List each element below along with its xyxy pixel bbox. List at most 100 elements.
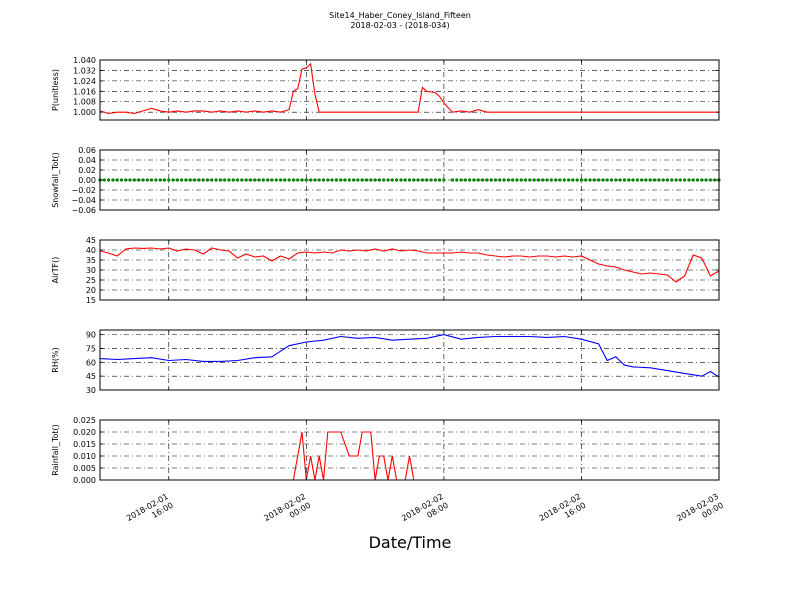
snowfall-tot-point: [485, 178, 489, 182]
snowfall-tot-point: [330, 178, 334, 182]
snowfall-tot-point: [326, 178, 330, 182]
snowfall-tot-point: [489, 178, 493, 182]
snowfall-tot-point: [442, 178, 446, 182]
snowfall-tot-point: [304, 178, 308, 182]
snowfall-tot-point: [364, 178, 369, 182]
snowfall-tot-point: [377, 178, 382, 182]
x-tick-label: 2018-02-0300:00: [675, 492, 725, 532]
snowfall-tot-point: [300, 178, 304, 182]
snowfall-tot-point: [648, 178, 652, 182]
snowfall-tot-point: [231, 178, 235, 182]
rh-ytick-label: 45: [86, 372, 96, 381]
snowfall-tot-point: [493, 178, 498, 182]
snowfall-tot-point: [515, 178, 519, 182]
rh-ytick-label: 90: [86, 331, 96, 340]
snowfall-tot-point: [459, 178, 463, 182]
snowfall-tot-point: [545, 178, 549, 182]
snowfall-tot-ytick-label: −0.06: [71, 206, 96, 215]
p-unitless-ytick-label: 1.000: [73, 108, 96, 117]
snowfall-tot-point: [145, 178, 149, 182]
snowfall-tot-point: [124, 178, 128, 182]
snowfall-tot-point: [115, 178, 119, 182]
snowfall-tot-point: [248, 178, 253, 182]
snowfall-tot-point: [257, 178, 261, 182]
x-tick-label: 2018-02-0116:00: [125, 492, 175, 532]
snowfall-tot-point: [321, 178, 326, 182]
snowfall-tot-point: [652, 178, 657, 182]
p-unitless-ytick-label: 1.040: [73, 56, 96, 65]
snowfall-tot-ylabel: Snowfall_Tot(): [51, 152, 60, 208]
airtf-ytick-label: 35: [86, 256, 96, 265]
snowfall-tot-point: [149, 178, 154, 182]
snowfall-tot-point: [347, 178, 351, 182]
snowfall-tot-point: [700, 178, 704, 182]
snowfall-tot-point: [644, 178, 648, 182]
snowfall-tot-point: [571, 178, 575, 182]
snowfall-tot-point: [592, 178, 596, 182]
snowfall-tot-point: [132, 178, 136, 182]
snowfall-tot-point: [356, 178, 360, 182]
snowfall-tot-point: [171, 178, 175, 182]
snowfall-tot-ytick-label: 0.06: [78, 146, 96, 155]
snowfall-tot-point: [287, 178, 291, 182]
airtf-ytick-label: 20: [86, 286, 96, 295]
snowfall-tot-point: [614, 178, 618, 182]
snowfall-tot-point: [266, 178, 270, 182]
snowfall-tot-ytick-label: −0.02: [71, 186, 96, 195]
snowfall-tot-point: [223, 178, 227, 182]
snowfall-tot-point: [167, 178, 171, 182]
x-axis-label: Date/Time: [368, 533, 452, 552]
rainfall-tot-ytick-label: 0.015: [73, 440, 96, 449]
snowfall-tot-point: [575, 178, 579, 182]
rh-frame: [99, 329, 720, 391]
snowfall-tot-point: [210, 178, 214, 182]
snowfall-tot-point: [695, 178, 700, 182]
rh-ytick-label: 75: [86, 344, 96, 353]
snowfall-tot-point: [360, 178, 364, 182]
snowfall-tot-point: [283, 178, 287, 182]
snowfall-tot-point: [154, 178, 158, 182]
rainfall-tot-ylabel: Rainfall_Tot(): [51, 424, 60, 476]
snowfall-tot-point: [455, 178, 459, 182]
snowfall-tot-point: [278, 178, 283, 182]
snowfall-tot-ytick-label: −0.04: [71, 196, 96, 205]
snowfall-tot-point: [218, 178, 222, 182]
snowfall-tot-point: [214, 178, 218, 182]
snowfall-tot-point: [554, 178, 558, 182]
snowfall-tot-point: [519, 178, 523, 182]
snowfall-tot-point: [618, 178, 622, 182]
p-unitless-series-line: [99, 62, 719, 115]
snowfall-tot-point: [562, 178, 566, 182]
snowfall-tot-point: [296, 178, 300, 182]
snowfall-tot-point: [403, 178, 407, 182]
snowfall-tot-point: [412, 178, 416, 182]
snowfall-tot-point: [162, 178, 167, 182]
chart-title: Site14_Haber_Coney_Island_Fifteen: [329, 11, 471, 20]
rainfall-tot-ytick-label: 0.020: [73, 428, 96, 437]
snowfall-tot-point: [158, 178, 162, 182]
snowfall-tot-point: [584, 178, 588, 182]
snowfall-tot-point: [313, 178, 317, 182]
x-tick-label: 2018-02-0216:00: [538, 492, 588, 532]
airtf-series-line: [99, 247, 720, 283]
snowfall-tot-point: [657, 178, 661, 182]
snowfall-tot-point: [609, 178, 614, 182]
snowfall-tot-point: [631, 178, 635, 182]
snowfall-tot-point: [480, 178, 485, 182]
snowfall-tot-point: [635, 178, 639, 182]
snowfall-tot-point: [274, 178, 278, 182]
snowfall-tot-point: [395, 178, 399, 182]
snowfall-tot-point: [137, 178, 141, 182]
rh-ytick-label: 60: [86, 358, 96, 367]
snowfall-tot-point: [317, 178, 321, 182]
snowfall-tot-point: [691, 178, 695, 182]
rh-ylabel: RH(%): [51, 347, 60, 372]
snowfall-tot-point: [433, 178, 437, 182]
snowfall-tot-point: [622, 178, 627, 182]
x-tick-label: 2018-02-0200:00: [263, 492, 313, 532]
snowfall-tot-point: [339, 178, 343, 182]
snowfall-tot-point: [640, 178, 644, 182]
p-unitless-ytick-label: 1.032: [73, 66, 96, 75]
snowfall-tot-point: [450, 178, 455, 182]
